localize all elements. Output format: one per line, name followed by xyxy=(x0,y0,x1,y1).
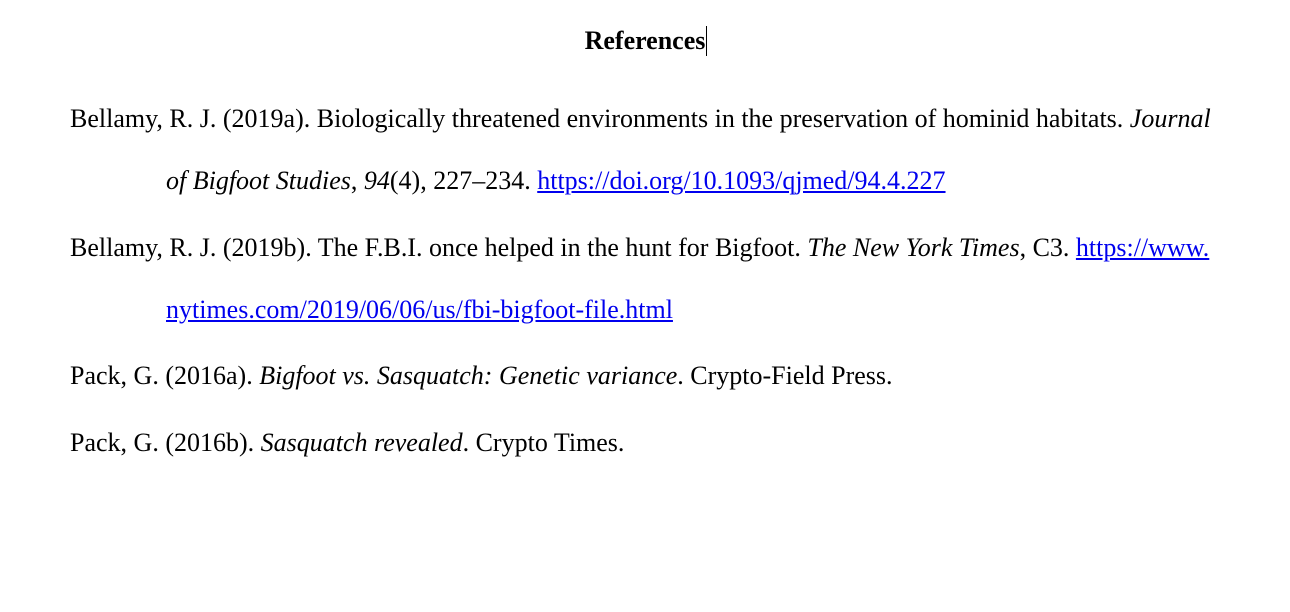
text-cursor-icon xyxy=(706,26,707,56)
reference-entry: Pack, G. (2016a). Bigfoot vs. Sasquatch:… xyxy=(70,345,1220,407)
reference-list: Bellamy, R. J. (2019a). Biologically thr… xyxy=(70,88,1220,474)
ref-author: Pack, G. xyxy=(70,361,159,390)
ref-author: Pack, G. xyxy=(70,428,159,457)
ref-volume: 94 xyxy=(364,166,390,195)
ref-journal: The New York Times xyxy=(807,233,1019,262)
ref-year: 2019b xyxy=(232,233,297,262)
ref-journal: Sasquatch revealed xyxy=(261,428,463,457)
heading-text: References xyxy=(585,26,706,55)
ref-issue-pages: C3. xyxy=(1033,233,1070,262)
reference-entry: Pack, G. (2016b). Sasquatch revealed. Cr… xyxy=(70,412,1220,474)
ref-year: 2016b xyxy=(174,428,239,457)
ref-title: The F.B.I. once helped in the hunt for B… xyxy=(318,233,801,262)
ref-sep: . xyxy=(463,428,476,457)
ref-author: Bellamy, R. J. xyxy=(70,104,216,133)
references-heading: References xyxy=(585,24,706,58)
ref-title: Biologically threatened environments in … xyxy=(317,104,1124,133)
ref-year: 2019a xyxy=(232,104,296,133)
ref-year: 2016a xyxy=(174,361,238,390)
ref-author: Bellamy, R. J. xyxy=(70,233,216,262)
ref-issue-pages: (4), 227–234. xyxy=(390,166,531,195)
ref-link[interactable]: https://doi.org/10.1093/qjmed/94.4.227 xyxy=(537,166,945,195)
ref-sep: , xyxy=(351,166,364,195)
document-page: References Bellamy, R. J. (2019a). Biolo… xyxy=(0,0,1290,612)
heading-wrap: References xyxy=(70,24,1220,58)
reference-entry: Bellamy, R. J. (2019b). The F.B.I. once … xyxy=(70,217,1220,342)
ref-journal: Bigfoot vs. Sasquatch: Genetic variance xyxy=(259,361,677,390)
ref-publisher: Crypto-Field Press. xyxy=(690,361,892,390)
ref-publisher: Crypto Times. xyxy=(476,428,625,457)
ref-sep: . xyxy=(677,361,690,390)
reference-entry: Bellamy, R. J. (2019a). Biologically thr… xyxy=(70,88,1220,213)
ref-sep: , xyxy=(1020,233,1033,262)
